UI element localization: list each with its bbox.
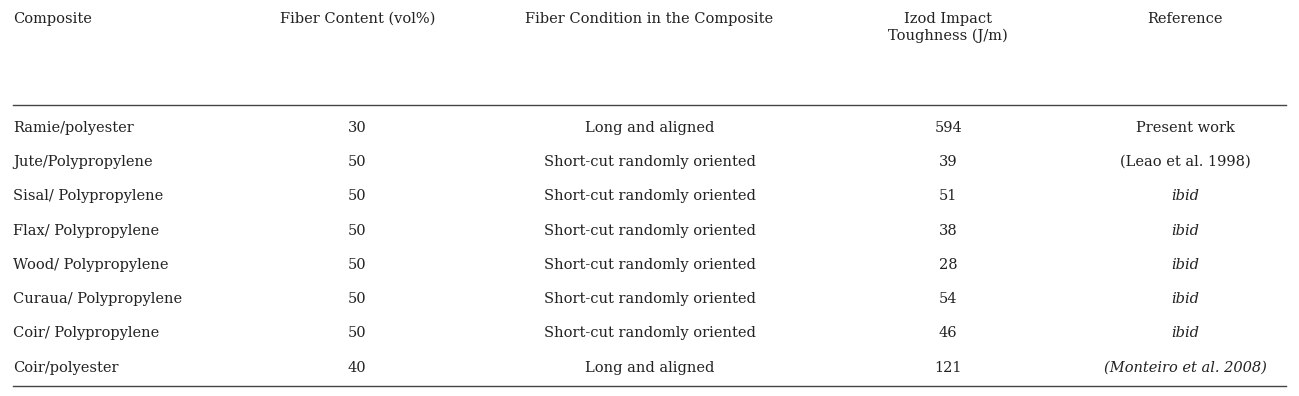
Text: 39: 39 <box>939 155 957 169</box>
Text: Long and aligned: Long and aligned <box>585 360 714 375</box>
Text: 28: 28 <box>939 258 957 272</box>
Text: 594: 594 <box>934 121 963 135</box>
Text: Fiber Content (vol%): Fiber Content (vol%) <box>279 12 435 26</box>
Text: Short-cut randomly oriented: Short-cut randomly oriented <box>543 189 756 203</box>
Text: ibid: ibid <box>1172 189 1199 203</box>
Text: Curaua/ Polypropylene: Curaua/ Polypropylene <box>13 292 182 306</box>
Text: 50: 50 <box>348 155 366 169</box>
Text: 54: 54 <box>939 292 957 306</box>
Text: ibid: ibid <box>1172 258 1199 272</box>
Text: Short-cut randomly oriented: Short-cut randomly oriented <box>543 326 756 340</box>
Text: 50: 50 <box>348 189 366 203</box>
Text: Ramie/polyester: Ramie/polyester <box>13 121 134 135</box>
Text: Present work: Present work <box>1135 121 1235 135</box>
Text: Coir/polyester: Coir/polyester <box>13 360 118 375</box>
Text: 51: 51 <box>939 189 957 203</box>
Text: Short-cut randomly oriented: Short-cut randomly oriented <box>543 223 756 238</box>
Text: Izod Impact
Toughness (J/m): Izod Impact Toughness (J/m) <box>889 12 1008 42</box>
Text: Flax/ Polypropylene: Flax/ Polypropylene <box>13 223 158 238</box>
Text: ibid: ibid <box>1172 223 1199 238</box>
Text: 40: 40 <box>348 360 366 375</box>
Text: Sisal/ Polypropylene: Sisal/ Polypropylene <box>13 189 164 203</box>
Text: Reference: Reference <box>1147 12 1224 26</box>
Text: 30: 30 <box>348 121 366 135</box>
Text: (Leao et al. 1998): (Leao et al. 1998) <box>1120 155 1251 169</box>
Text: 50: 50 <box>348 258 366 272</box>
Text: 46: 46 <box>939 326 957 340</box>
Text: 50: 50 <box>348 223 366 238</box>
Text: Coir/ Polypropylene: Coir/ Polypropylene <box>13 326 160 340</box>
Text: Composite: Composite <box>13 12 92 26</box>
Text: Wood/ Polypropylene: Wood/ Polypropylene <box>13 258 169 272</box>
Text: Jute/Polypropylene: Jute/Polypropylene <box>13 155 152 169</box>
Text: Short-cut randomly oriented: Short-cut randomly oriented <box>543 258 756 272</box>
Text: 38: 38 <box>939 223 957 238</box>
Text: 50: 50 <box>348 326 366 340</box>
Text: Fiber Condition in the Composite: Fiber Condition in the Composite <box>525 12 774 26</box>
Text: ibid: ibid <box>1172 292 1199 306</box>
Text: 50: 50 <box>348 292 366 306</box>
Text: 121: 121 <box>934 360 963 375</box>
Text: ibid: ibid <box>1172 326 1199 340</box>
Text: Short-cut randomly oriented: Short-cut randomly oriented <box>543 292 756 306</box>
Text: (Monteiro et al. 2008): (Monteiro et al. 2008) <box>1104 360 1267 375</box>
Text: Short-cut randomly oriented: Short-cut randomly oriented <box>543 155 756 169</box>
Text: Long and aligned: Long and aligned <box>585 121 714 135</box>
